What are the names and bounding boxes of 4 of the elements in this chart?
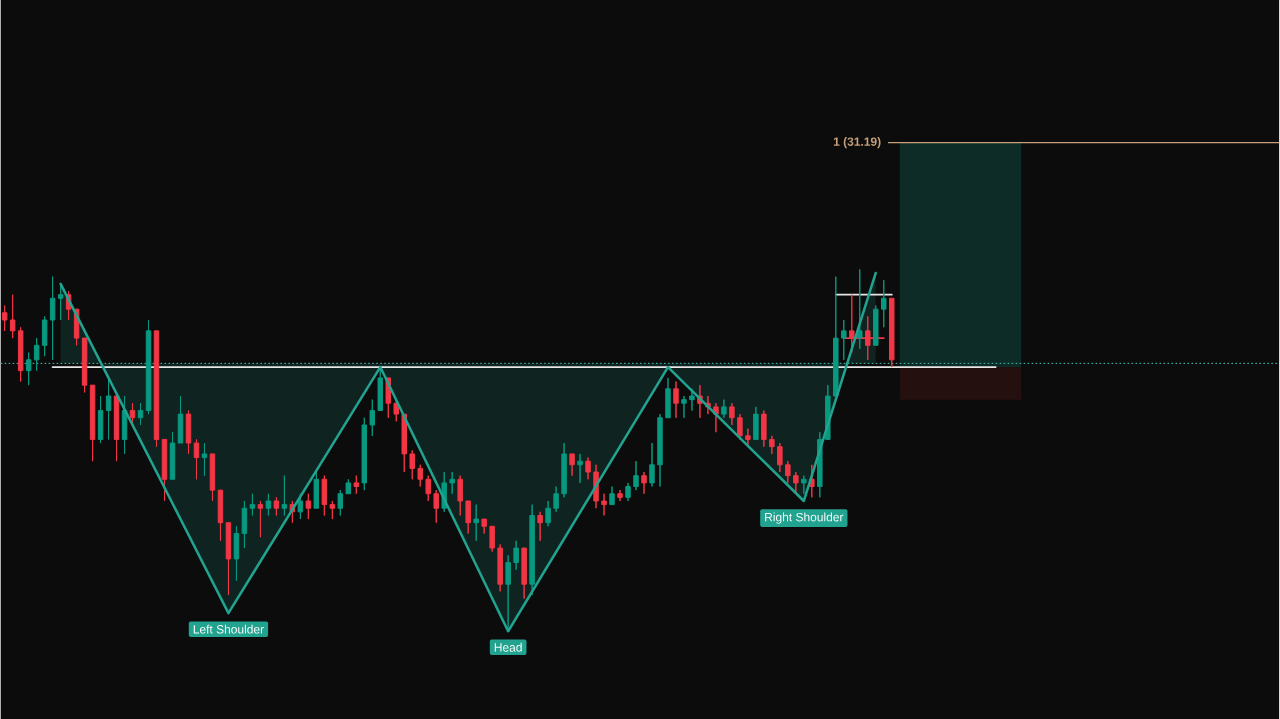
ref-line-label: 1 (31.19) xyxy=(833,136,881,149)
annotation: Left Shoulder xyxy=(193,624,264,634)
annotation: Head xyxy=(494,642,522,652)
annotation: Right Shoulder xyxy=(765,512,844,524)
